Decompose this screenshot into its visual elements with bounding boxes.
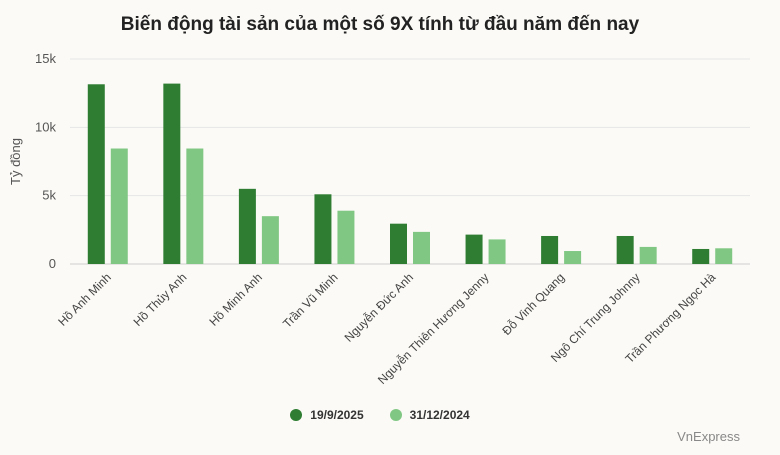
bar-series-2[interactable] <box>337 210 355 264</box>
x-tick-label: Trần Vũ Minh <box>280 270 341 331</box>
bar-series-2[interactable] <box>261 216 279 264</box>
bar-series-2[interactable] <box>564 251 582 264</box>
legend-marker-series-2 <box>389 409 402 421</box>
bar-series-2[interactable] <box>715 248 733 264</box>
bar-series-2[interactable] <box>639 246 657 264</box>
bar-series-1[interactable] <box>616 235 634 264</box>
y-tick-label: 15k <box>35 51 56 66</box>
bar-series-1[interactable] <box>163 83 181 264</box>
x-tick-label: Hồ Thủy Anh <box>131 270 190 329</box>
bar-series-2[interactable] <box>488 239 506 264</box>
bar-series-1[interactable] <box>238 188 256 264</box>
legend-item-series-1[interactable]: 19/9/2025 <box>290 408 364 422</box>
bar-series-2[interactable] <box>186 148 204 264</box>
y-axis-title: Tỷ đồng <box>8 138 23 185</box>
chart-title: Biến động tài sản của một số 9X tính từ … <box>120 14 640 35</box>
y-tick-label: 5k <box>42 188 56 203</box>
x-tick-label: Đỗ Vinh Quang <box>499 270 567 338</box>
bar-series-1[interactable] <box>87 84 105 265</box>
bar-series-2[interactable] <box>413 231 430 264</box>
bar-series-1[interactable] <box>692 248 710 264</box>
bar-series-1[interactable] <box>465 234 483 264</box>
y-tick-label: 0 <box>49 256 56 271</box>
legend-item-series-2[interactable]: 31/12/2024 <box>389 408 470 422</box>
bar-series-2[interactable] <box>110 148 128 264</box>
grid-lines <box>70 58 750 265</box>
source-credit: VnExpress <box>677 429 740 444</box>
x-tick-label: Hồ Anh Minh <box>55 270 113 328</box>
bar-series-1[interactable] <box>541 235 559 264</box>
x-tick-label: Hồ Minh Anh <box>207 270 265 328</box>
bar-series-1[interactable] <box>390 223 407 264</box>
bar-series-1[interactable] <box>314 194 332 264</box>
legend: 19/9/2025 31/12/2024 <box>0 408 760 422</box>
x-tick-label: Nguyễn Đức Anh <box>341 270 416 345</box>
legend-label-series-1: 19/9/2025 <box>310 408 364 422</box>
legend-label-series-2: 31/12/2024 <box>409 408 470 422</box>
y-tick-label: 10k <box>35 119 56 134</box>
legend-marker-series-1 <box>290 409 303 421</box>
bars <box>87 83 733 265</box>
